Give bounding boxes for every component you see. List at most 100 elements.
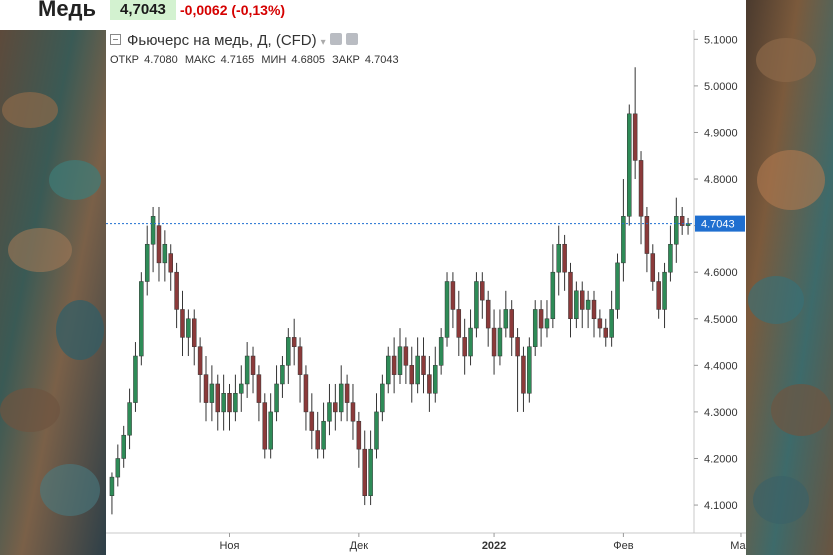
- candle-body: [197, 346, 203, 375]
- candle-body: [315, 430, 320, 450]
- y-tick-label: 5.0000: [704, 81, 738, 93]
- candlestick-chart[interactable]: 4.1000 4.2000 4.3000 4.4000 4.5000 4.6000 4.70…: [106, 30, 746, 555]
- candle-body: [662, 271, 667, 310]
- candle: [268, 393, 273, 459]
- candle: [162, 230, 168, 282]
- x-tick-label: 2022: [482, 540, 506, 552]
- candle-body: [150, 216, 156, 245]
- candle: [221, 374, 226, 431]
- background-photo-left: [0, 30, 106, 555]
- candle: [350, 383, 356, 440]
- ohlc-high: МАКС 4.7165: [184, 54, 255, 66]
- candle: [180, 290, 185, 357]
- candle: [139, 272, 144, 366]
- candle: [321, 402, 326, 459]
- visibility-icon[interactable]: [329, 33, 342, 46]
- candle-body: [656, 281, 661, 310]
- candle: [109, 472, 115, 515]
- candle-body: [356, 420, 362, 450]
- collapse-icon[interactable]: [110, 33, 121, 45]
- candle-body: [239, 383, 244, 394]
- candle: [668, 225, 673, 282]
- candle-body: [491, 327, 497, 357]
- x-tick-label: Дек: [350, 540, 369, 552]
- candle-body: [485, 299, 491, 329]
- candle: [403, 337, 409, 384]
- candle: [127, 388, 132, 450]
- candle-body: [174, 271, 179, 310]
- candle: [156, 206, 162, 282]
- candle: [627, 104, 632, 226]
- candle: [356, 411, 362, 468]
- candle-body: [621, 216, 626, 264]
- candle: [327, 383, 332, 436]
- candle: [144, 225, 150, 296]
- chevron-down-icon[interactable]: ▾: [320, 37, 326, 48]
- candle-body: [650, 253, 656, 282]
- candle-body: [203, 374, 209, 403]
- candle: [174, 262, 179, 329]
- candle-body: [638, 160, 644, 217]
- price-chart[interactable]: 4.1000 4.2000 4.3000 4.4000 4.5000 4.6000 4.70…: [106, 30, 746, 555]
- x-tick-label: Фев: [613, 540, 633, 552]
- candle: [521, 346, 526, 412]
- candle-body: [397, 346, 403, 375]
- candle-body: [427, 374, 432, 394]
- x-tick-label: Ноя: [219, 540, 239, 552]
- candle-body: [574, 290, 579, 320]
- candle-body: [503, 309, 509, 329]
- candle-body: [462, 337, 467, 357]
- candle: [244, 342, 250, 398]
- candle-body: [585, 299, 591, 310]
- candle-body: [368, 448, 373, 496]
- legend-title-text: Фьючерс на медь, Д, (CFD): [127, 32, 317, 49]
- candle: [415, 337, 420, 394]
- candle: [450, 272, 456, 329]
- candle-body: [209, 383, 215, 403]
- candle: [115, 444, 121, 487]
- candle: [186, 309, 191, 357]
- candle: [621, 179, 626, 282]
- candle: [133, 342, 138, 412]
- candle-body: [579, 290, 585, 310]
- candle: [256, 365, 262, 422]
- candle-body: [433, 365, 438, 394]
- candle: [474, 272, 479, 338]
- candle-body: [544, 318, 550, 329]
- candle: [368, 430, 373, 506]
- candle-body: [374, 411, 379, 450]
- candle: [585, 290, 591, 329]
- candle-body: [139, 281, 144, 357]
- candle-body: [562, 243, 567, 273]
- candle: [527, 337, 532, 403]
- candle-body: [262, 402, 268, 450]
- candle: [503, 290, 509, 338]
- price-change: -0,0062 (-0,13%): [180, 2, 286, 18]
- candle-body: [233, 393, 238, 413]
- candle-body: [362, 448, 367, 496]
- y-tick-label: 4.5000: [704, 314, 738, 326]
- candle-body: [244, 355, 250, 385]
- candle: [168, 244, 173, 291]
- candle: [262, 393, 268, 459]
- candle: [344, 374, 350, 422]
- ohlc-close: ЗАКР 4.7043: [332, 54, 399, 66]
- candle-body: [109, 476, 115, 496]
- y-tick-label: 4.6000: [704, 267, 738, 279]
- candle-body: [474, 281, 479, 329]
- candle: [568, 262, 573, 338]
- candle-body: [409, 365, 415, 385]
- candle-body: [350, 402, 356, 422]
- candle-body: [403, 346, 409, 366]
- settings-icon[interactable]: [345, 33, 358, 46]
- candle-body: [627, 113, 632, 217]
- candle: [685, 217, 691, 235]
- candle: [532, 300, 538, 357]
- candle: [391, 337, 397, 394]
- candle: [233, 374, 238, 422]
- candle: [286, 328, 291, 384]
- candle: [309, 393, 315, 450]
- candle: [438, 328, 444, 375]
- candle-body: [221, 393, 226, 413]
- candle-body: [509, 309, 514, 338]
